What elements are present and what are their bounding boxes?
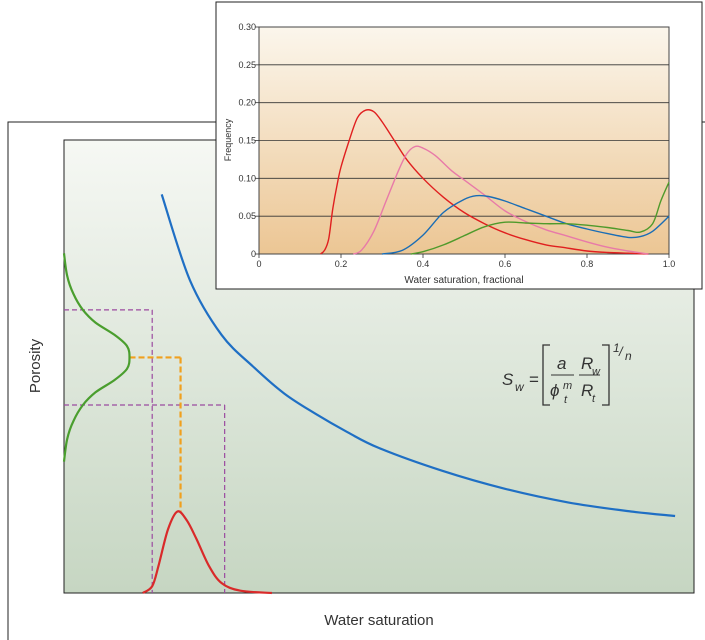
eq-rt: R	[581, 381, 593, 400]
inset-ticks: 0 0.05 0.10 0.15 0.20 0.25 0.30 0 0.2 0.4 0.6 0.8 1.…	[238, 22, 675, 269]
inset-series-line-2	[353, 145, 649, 255]
inset-y-tick-label: 0.30	[238, 22, 256, 32]
inset-chart: 0 0.05 0.10 0.15 0.20 0.25 0.30 0 0.2 0.4 0.6 0.8 1.…	[215, 1, 703, 290]
inset-series-line-3	[381, 194, 670, 255]
eq-lhs-sub: w	[515, 380, 525, 394]
inset-x-tick-label: 0.2	[335, 259, 348, 269]
eq-bracket-right	[602, 344, 610, 406]
eq-rw: R	[581, 354, 593, 373]
porosity-distribution	[62, 253, 131, 462]
eq-exp-slash: /	[618, 344, 624, 359]
eq-rw-sub: w	[592, 366, 601, 378]
inset-y-tick-label: 0	[251, 249, 256, 259]
eq-rt-sub: t	[592, 393, 596, 405]
inset-y-tick-label: 0.15	[238, 136, 256, 146]
sw-vs-porosity-curve	[160, 194, 676, 518]
inset-series-line-4	[410, 181, 670, 255]
inset-y-axis-label: Frequency	[223, 118, 233, 161]
inset-x-tick-label: 0	[256, 259, 261, 269]
water-saturation-distribution	[142, 510, 272, 595]
inset-y-tick-label: 0.10	[238, 173, 256, 183]
reference-lines	[64, 309, 226, 593]
main-series	[62, 194, 676, 595]
eq-exp-den: n	[625, 349, 632, 363]
eq-a: a	[557, 354, 566, 373]
inset-x-tick-label: 0.4	[417, 259, 430, 269]
inset-y-tick-label: 0.25	[238, 60, 256, 70]
inset-x-tick-label: 0.8	[581, 259, 594, 269]
inset-y-tick-label: 0.20	[238, 98, 256, 108]
inset-y-tick-label: 0.05	[238, 211, 256, 221]
eq-phi: ϕ	[550, 381, 559, 400]
main-x-axis-label: Water saturation	[324, 612, 434, 629]
archie-equation: S w = a ϕ m t R w R t 1 / n	[502, 341, 632, 406]
eq-equals: =	[529, 370, 539, 389]
inset-series-line-1	[320, 109, 649, 255]
main-y-axis-label: Porosity	[27, 338, 44, 393]
inset-series	[320, 109, 670, 255]
inset-x-axis-label: Water saturation, fractional	[404, 275, 523, 286]
eq-lhs: S	[502, 370, 514, 389]
inset-x-tick-label: 1.0	[663, 259, 676, 269]
inset-grid	[259, 64, 669, 217]
eq-exp-num: 1	[613, 341, 620, 355]
inset-x-tick-label: 0.6	[499, 259, 512, 269]
eq-bracket-left	[542, 344, 550, 406]
eq-phi-sub: t	[564, 394, 568, 406]
eq-phi-sup: m	[563, 380, 572, 392]
